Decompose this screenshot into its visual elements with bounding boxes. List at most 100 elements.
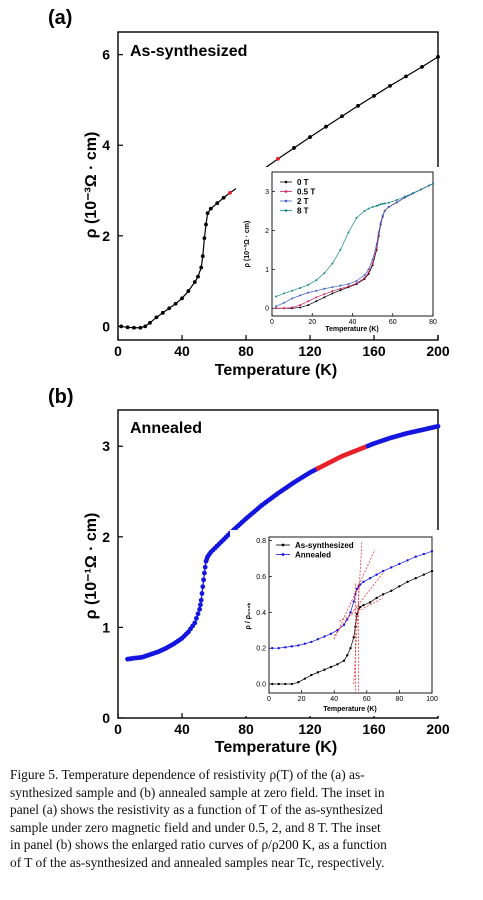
- inset-b-series-0-point: [368, 601, 372, 604]
- panel-a-series-point: [132, 325, 136, 330]
- inset-a-series-2-point: [347, 283, 350, 286]
- inset-a-series-2-point: [283, 301, 286, 304]
- inset-a-ylabel: ρ (10⁻³Ω · cm): [244, 221, 251, 268]
- inset-b-legend-marker: [281, 553, 285, 556]
- panel-a-series-point: [204, 222, 208, 227]
- inset-a-series-1-point: [355, 282, 358, 285]
- inset-a-series-1-point: [275, 307, 278, 310]
- inset-a-series-1-point: [331, 290, 334, 293]
- inset-a-series-1-point: [347, 285, 350, 288]
- inset-a-series-1-point: [291, 306, 294, 309]
- inset-b-series-1-point: [323, 635, 326, 638]
- inset-b-tangent-line: [338, 597, 384, 622]
- panel-a-annotation: As-synthesized: [130, 43, 247, 60]
- panel-a-series-point: [160, 310, 165, 315]
- inset-a-series-0-point: [323, 296, 326, 299]
- inset-b-series-1-point: [297, 644, 300, 647]
- inset-a-series-3-point: [307, 283, 310, 286]
- inset-a-xtick-label: 0: [270, 319, 274, 326]
- inset-b-series-1-point: [375, 573, 378, 576]
- panel-b-series-point: [202, 564, 208, 570]
- inset-b-tangent-line: [353, 540, 363, 685]
- panel-b-series-point: [198, 602, 203, 608]
- inset-a-ytick-label: 0: [265, 306, 269, 313]
- inset-a-series-3-point: [419, 188, 422, 191]
- inset-b-series-0-point: [303, 677, 307, 680]
- inset-a-series-3-point: [347, 231, 350, 234]
- inset-b-series-0-point: [375, 596, 378, 600]
- inset-b-series-0-point: [398, 585, 401, 588]
- inset-b-series-0-point: [290, 682, 294, 686]
- inset-b-series-1-point: [368, 577, 372, 580]
- inset-a-series-2-point: [339, 284, 342, 287]
- inset-b-series-0-point: [430, 569, 434, 573]
- inset-b-ytick-label: 0.8: [256, 538, 266, 545]
- panel-a-series-point: [388, 84, 392, 88]
- inset-a-xtick-label: 40: [349, 319, 357, 326]
- panel-a-inset: ρ (10⁻³Ω · cm) Temperature (K) 0 20 40 60 80…: [236, 167, 441, 335]
- inset-a-series-3-line: [275, 183, 434, 297]
- inset-a-series-2-point: [355, 279, 358, 282]
- panel-a-ytick-label: 4: [102, 137, 110, 153]
- panel-b-series-point: [202, 570, 207, 576]
- inset-b-tangent-line: [333, 549, 376, 640]
- inset-b-series-1-point: [398, 562, 401, 566]
- inset-a-xtick-label: 80: [429, 319, 437, 326]
- panel-a-series-point: [372, 93, 376, 98]
- panel-b-xtick-label: 0: [114, 721, 122, 737]
- inset-b-series-1-point: [381, 569, 385, 573]
- inset-a-series-3-point: [411, 192, 414, 195]
- inset-a-series-2-point: [367, 268, 370, 271]
- panel-b-xtick-label: 80: [238, 721, 254, 737]
- panel-a-xtick-label: 40: [174, 343, 190, 359]
- inset-a-series-3-point: [283, 292, 286, 295]
- panel-a-series-point: [125, 325, 130, 330]
- panel-b-series-point: [201, 577, 207, 583]
- inset-a-series-3-point: [403, 195, 406, 198]
- inset-b-series-0-point: [381, 593, 385, 596]
- inset-b-series-1-point: [290, 645, 294, 648]
- inset-a-legend-marker: [284, 209, 288, 212]
- inset-a-series-3-point: [367, 207, 370, 210]
- inset-a-series-1-point: [339, 287, 342, 290]
- panel-a-ytick-label: 2: [102, 228, 110, 244]
- panel-a-label: (a): [48, 7, 72, 29]
- inset-a-series-3-point: [355, 216, 358, 219]
- panel-a-series-point: [180, 296, 184, 301]
- inset-b-legend-marker: [281, 543, 285, 547]
- inset-b-xtick-label: 0: [267, 696, 271, 703]
- inset-b-ytick-label: 0.0: [256, 682, 266, 689]
- inset-a-series-2-point: [363, 274, 366, 277]
- inset-a-series-2-point: [299, 294, 302, 297]
- inset-b-xtick-label: 20: [298, 696, 306, 703]
- panel-a-xlabel: Temperature (K): [215, 362, 337, 379]
- inset-b-series-1-point: [352, 600, 355, 603]
- panel-b-series-point: [197, 606, 203, 612]
- inset-b-series-0-point: [414, 577, 417, 580]
- inset-b-series-1-point: [277, 646, 280, 650]
- panel-b-series-point: [192, 620, 198, 626]
- inset-a-series-1-point: [283, 307, 286, 310]
- inset-b-series-1-point: [336, 629, 339, 632]
- inset-b-series-0-point: [359, 605, 362, 609]
- panel-a-series-point: [228, 190, 232, 195]
- inset-a-series-1-point: [323, 293, 326, 296]
- panel-a-series-point: [148, 320, 152, 325]
- panel-b-series-point: [198, 597, 204, 603]
- inset-a-legend-marker: [284, 199, 288, 203]
- inset-a-series-3-point: [291, 289, 294, 292]
- inset-a-series-3-point: [299, 286, 302, 289]
- panel-b-xtick-label: 200: [426, 721, 450, 737]
- panel-a-series-point: [196, 274, 200, 279]
- inset-a-series-3-point: [432, 182, 434, 185]
- inset-a-series-0-point: [339, 289, 342, 292]
- panel-b-annotation: Annealed: [130, 420, 202, 437]
- inset-b-series-1-point: [406, 559, 409, 562]
- panel-a-series-point: [143, 324, 148, 329]
- inset-b-ylabel: ρ / ρ₂₀₀ₖ: [245, 603, 252, 630]
- inset-a-legend-marker: [284, 190, 288, 193]
- inset-b-xtick-label: 100: [426, 696, 438, 703]
- caption-line-6: of T of the as-synthesized and annealed …: [10, 854, 385, 870]
